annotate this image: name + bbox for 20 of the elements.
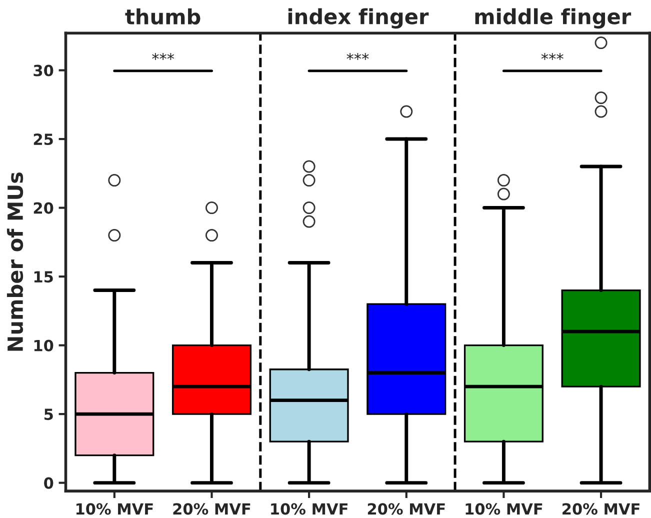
text: index finger: [288, 8, 429, 29]
y-axis-title: Number of MUs: [6, 172, 24, 351]
y-tick-label: 20: [34, 202, 54, 214]
annotation: ***: [152, 52, 174, 60]
y-tick-label: 10: [34, 340, 54, 352]
x-tick-label: 10% MVF: [271, 503, 348, 515]
y-tick-label: 0: [44, 477, 54, 489]
x-tick-label: 20% MVF: [173, 503, 250, 515]
text: middle finger: [475, 8, 632, 29]
annotation: ***: [346, 52, 369, 60]
y-tick-label: 30: [34, 64, 54, 76]
y-tick-label: 25: [34, 134, 53, 146]
y-tick-label: 15: [34, 271, 53, 283]
x-tick-label: 20% MVF: [562, 503, 640, 515]
x-tick-label: 20% MVF: [368, 503, 445, 515]
text: thumb: [125, 8, 200, 25]
y-tick-label: 5: [44, 408, 53, 420]
annotation: ***: [541, 52, 564, 60]
x-tick-label: 10% MVF: [76, 503, 153, 515]
x-tick-label: 10% MVF: [466, 503, 542, 515]
